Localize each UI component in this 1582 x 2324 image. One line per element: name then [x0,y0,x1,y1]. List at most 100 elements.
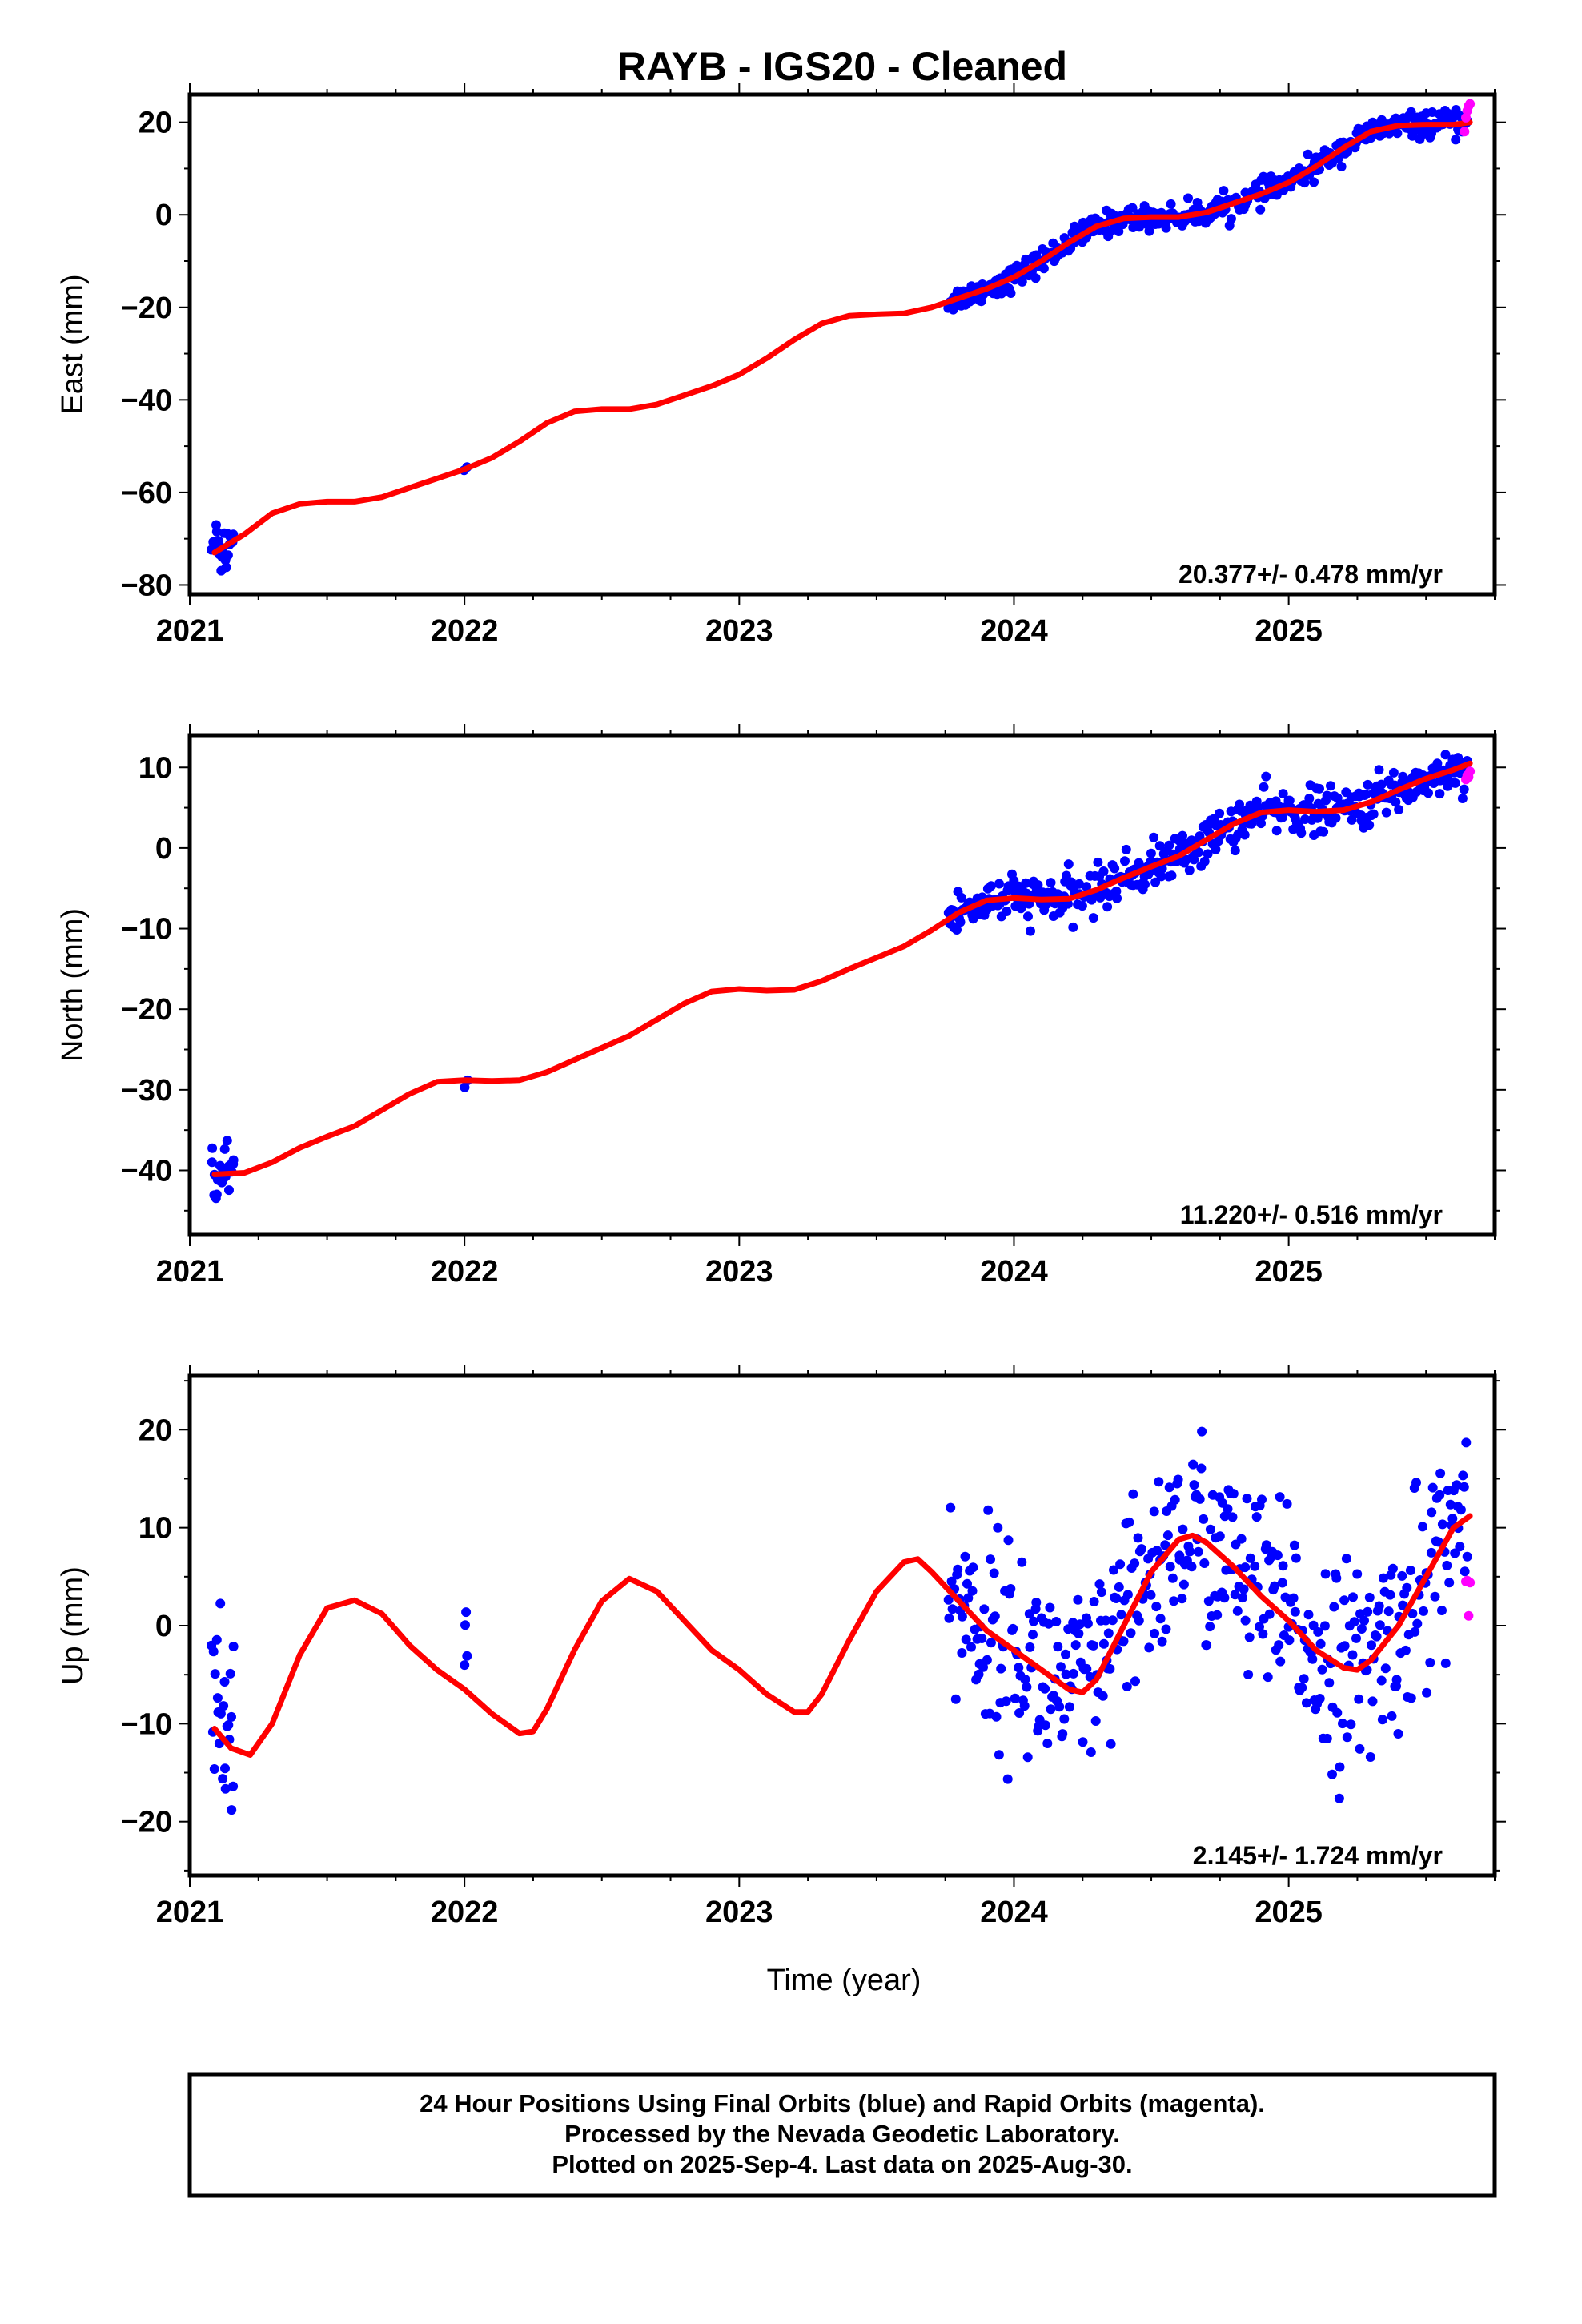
final-point [1299,178,1310,188]
final-point [1068,922,1078,932]
final-point [1462,1551,1472,1562]
final-point [1088,1640,1098,1651]
final-point [1253,802,1263,813]
final-point [1329,1602,1339,1612]
final-point [986,881,996,891]
final-point [1161,1624,1171,1634]
final-point [1001,1696,1011,1707]
final-point [1022,1682,1032,1692]
chart-title: RAYB - IGS20 - Cleaned [617,44,1067,89]
final-point [461,1607,472,1618]
final-point [1346,1719,1356,1730]
x-tick-label: 2025 [1255,614,1323,648]
final-point [1342,1732,1352,1743]
final-point [1006,288,1016,298]
final-point [947,1604,958,1614]
final-point [1006,1584,1016,1594]
final-point [1114,1582,1124,1592]
final-point [1352,1569,1363,1579]
final-point [967,1586,978,1596]
final-point [460,1620,470,1630]
final-point [215,1598,226,1609]
final-point [983,1505,994,1515]
final-point [220,1763,230,1774]
plot-frame [187,92,1497,597]
final-point [1128,1489,1138,1499]
final-point [962,1578,972,1589]
final-point [1020,1675,1030,1684]
final-point [989,1568,999,1578]
x-tick-label: 2025 [1255,1896,1323,1929]
final-point [1014,1663,1024,1673]
final-point [1461,1437,1472,1448]
final-point [1103,1628,1114,1638]
final-point [225,1668,235,1679]
final-point [1290,1606,1300,1617]
final-point [1154,1477,1164,1487]
final-point [1299,1674,1309,1684]
final-point [1331,813,1341,823]
final-point [1435,1468,1446,1478]
final-point [1432,758,1443,769]
final-point [1426,1547,1436,1558]
final-point [1341,1554,1351,1564]
final-point [210,1669,220,1679]
final-point [1282,1498,1292,1509]
final-point [1106,1739,1116,1749]
final-point [1257,1494,1267,1505]
final-point [207,1157,217,1168]
x-tick-label: 2021 [156,1255,224,1289]
final-point [1363,1606,1373,1617]
final-point [1450,1548,1460,1558]
final-point [1033,880,1043,890]
final-point [1347,1650,1358,1660]
final-point [1098,1638,1109,1649]
final-point [1189,1480,1199,1490]
final-point [1236,1534,1247,1544]
y-tick-label: 0 [155,832,172,866]
final-point [1376,1675,1387,1686]
final-point [1045,1602,1055,1613]
final-point [1412,1618,1423,1629]
final-point [1319,826,1329,837]
x-tick-label: 2021 [156,1896,224,1929]
x-tick-label: 2024 [980,1255,1048,1289]
final-point [1275,1656,1286,1667]
final-point [211,526,222,537]
y-tick-label: −10 [121,1707,172,1741]
final-point [1193,1546,1203,1557]
final-point [1082,1663,1092,1674]
final-point [1405,1566,1415,1575]
final-point [1356,1624,1367,1634]
final-point [1030,273,1041,283]
final-point [1435,1490,1445,1500]
panel-up: 2021 2022 2023 2024 2025 −20 −10 0 10 20 Up (mm) 2.… [56,1365,1506,1929]
final-point [1002,907,1012,916]
final-point [963,1593,974,1603]
final-point [1380,1663,1391,1674]
final-point [1331,1573,1342,1583]
final-point [1296,828,1307,838]
y-tick-label: −60 [121,476,172,510]
final-point [1161,223,1171,233]
final-point [215,1708,226,1719]
final-point [228,1155,239,1165]
final-point [1251,1512,1262,1522]
final-point [1202,1640,1212,1651]
final-point [1230,1590,1240,1600]
rapid-point [1465,99,1476,109]
final-point [223,550,233,561]
final-point [460,1660,470,1671]
final-point [1038,263,1049,274]
final-point [1046,1704,1056,1715]
final-point [986,1638,996,1648]
final-point [207,1143,218,1153]
final-point [228,1781,239,1791]
final-point [1374,1601,1384,1611]
final-point [1387,1711,1397,1721]
final-point [1029,1616,1038,1626]
final-point [1361,790,1371,800]
final-point [1355,1743,1365,1754]
final-point [1447,1514,1458,1524]
final-point [1437,1606,1447,1615]
